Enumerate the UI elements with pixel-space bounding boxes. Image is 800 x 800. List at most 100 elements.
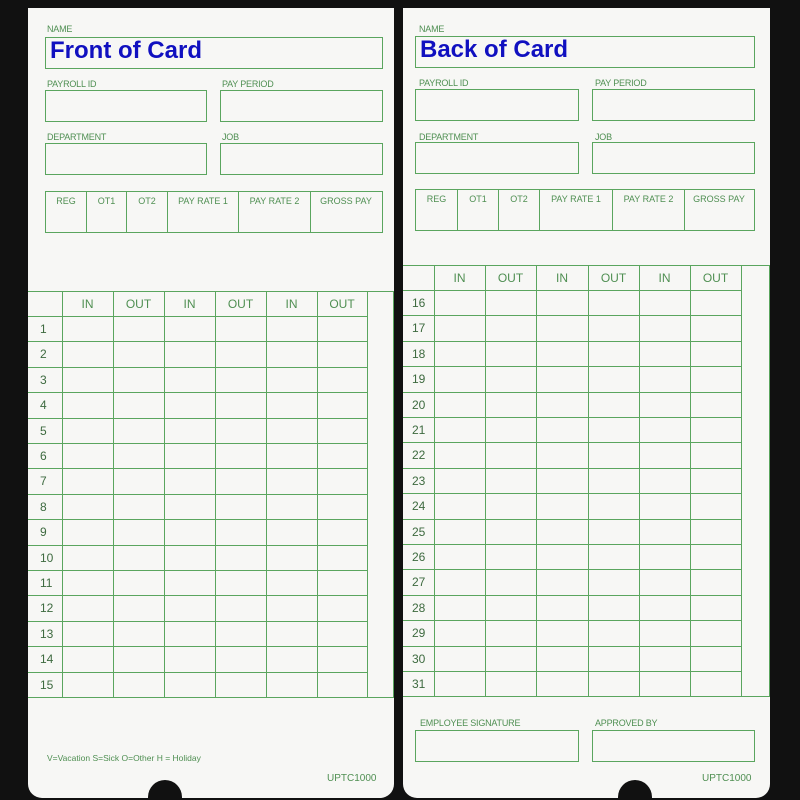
- time-cell[interactable]: [691, 520, 740, 543]
- time-cell[interactable]: [318, 317, 366, 340]
- job-field[interactable]: [592, 142, 755, 174]
- time-cell[interactable]: [63, 368, 112, 391]
- time-cell[interactable]: [589, 291, 638, 314]
- time-cell[interactable]: [435, 291, 484, 314]
- time-cell[interactable]: [486, 443, 535, 466]
- time-cell[interactable]: [165, 495, 214, 518]
- time-cell[interactable]: [165, 469, 214, 492]
- time-cell[interactable]: [165, 419, 214, 442]
- time-cell[interactable]: [435, 418, 484, 441]
- employee-signature-field[interactable]: [415, 730, 579, 762]
- time-cell[interactable]: [435, 647, 484, 670]
- time-cell[interactable]: [165, 622, 214, 645]
- rate-column-0[interactable]: REG: [416, 190, 458, 230]
- department-field[interactable]: [415, 142, 579, 174]
- time-cell[interactable]: [589, 418, 638, 441]
- time-cell[interactable]: [486, 570, 535, 593]
- time-cell[interactable]: [114, 342, 163, 365]
- time-cell[interactable]: [486, 393, 535, 416]
- time-cell[interactable]: [63, 571, 112, 594]
- time-cell[interactable]: [114, 622, 163, 645]
- time-cell[interactable]: [318, 419, 366, 442]
- time-cell[interactable]: [63, 393, 112, 416]
- time-cell[interactable]: [691, 494, 740, 517]
- time-cell[interactable]: [318, 393, 366, 416]
- time-cell[interactable]: [267, 546, 316, 569]
- time-cell[interactable]: [216, 419, 265, 442]
- time-cell[interactable]: [114, 673, 163, 696]
- time-cell[interactable]: [486, 418, 535, 441]
- time-cell[interactable]: [486, 520, 535, 543]
- time-cell[interactable]: [537, 418, 587, 441]
- time-cell[interactable]: [216, 368, 265, 391]
- time-cell[interactable]: [114, 520, 163, 543]
- time-cell[interactable]: [486, 469, 535, 492]
- rate-column-0[interactable]: REG: [46, 192, 87, 232]
- rate-column-5[interactable]: GROSS PAY: [320, 196, 372, 206]
- time-cell[interactable]: [165, 520, 214, 543]
- time-cell[interactable]: [691, 469, 740, 492]
- job-field[interactable]: [220, 143, 383, 175]
- time-cell[interactable]: [63, 469, 112, 492]
- time-cell[interactable]: [318, 469, 366, 492]
- time-cell[interactable]: [589, 494, 638, 517]
- time-cell[interactable]: [537, 494, 587, 517]
- time-cell[interactable]: [640, 596, 689, 619]
- time-cell[interactable]: [114, 495, 163, 518]
- time-cell[interactable]: [63, 622, 112, 645]
- time-cell[interactable]: [537, 291, 587, 314]
- time-cell[interactable]: [165, 342, 214, 365]
- time-cell[interactable]: [435, 443, 484, 466]
- time-cell[interactable]: [267, 495, 316, 518]
- time-cell[interactable]: [114, 647, 163, 670]
- time-cell[interactable]: [537, 570, 587, 593]
- time-cell[interactable]: [435, 596, 484, 619]
- time-cell[interactable]: [640, 469, 689, 492]
- time-cell[interactable]: [589, 647, 638, 670]
- payroll-id-field[interactable]: [45, 90, 207, 122]
- time-cell[interactable]: [691, 291, 740, 314]
- time-cell[interactable]: [589, 469, 638, 492]
- rate-column-1[interactable]: OT1: [87, 192, 127, 232]
- time-cell[interactable]: [486, 342, 535, 365]
- time-cell[interactable]: [216, 622, 265, 645]
- time-cell[interactable]: [435, 570, 484, 593]
- rate-column-4[interactable]: PAY RATE 2: [613, 190, 685, 230]
- time-cell[interactable]: [537, 443, 587, 466]
- time-cell[interactable]: [216, 393, 265, 416]
- time-cell[interactable]: [691, 367, 740, 390]
- rate-column-3[interactable]: PAY RATE 1: [168, 192, 239, 232]
- time-cell[interactable]: [165, 317, 214, 340]
- time-cell[interactable]: [691, 342, 740, 365]
- time-cell[interactable]: [165, 647, 214, 670]
- time-cell[interactable]: [63, 317, 112, 340]
- time-cell[interactable]: [318, 622, 366, 645]
- time-cell[interactable]: [486, 621, 535, 644]
- time-cell[interactable]: [691, 443, 740, 466]
- time-cell[interactable]: [216, 520, 265, 543]
- time-cell[interactable]: [640, 672, 689, 695]
- time-cell[interactable]: [537, 469, 587, 492]
- time-cell[interactable]: [318, 596, 366, 619]
- time-cell[interactable]: [165, 596, 214, 619]
- time-cell[interactable]: [318, 647, 366, 670]
- time-cell[interactable]: [114, 368, 163, 391]
- time-cell[interactable]: [267, 596, 316, 619]
- time-cell[interactable]: [537, 596, 587, 619]
- time-cell[interactable]: [486, 672, 535, 695]
- time-cell[interactable]: [537, 342, 587, 365]
- time-cell[interactable]: [267, 444, 316, 467]
- time-cell[interactable]: [165, 546, 214, 569]
- time-cell[interactable]: [537, 393, 587, 416]
- time-cell[interactable]: [691, 545, 740, 568]
- time-cell[interactable]: [589, 545, 638, 568]
- time-cell[interactable]: [435, 342, 484, 365]
- time-cell[interactable]: [165, 368, 214, 391]
- payroll-id-field[interactable]: [415, 89, 579, 121]
- time-cell[interactable]: [216, 571, 265, 594]
- time-cell[interactable]: [589, 443, 638, 466]
- time-cell[interactable]: [691, 316, 740, 339]
- time-cell[interactable]: [486, 291, 535, 314]
- time-cell[interactable]: [267, 469, 316, 492]
- time-cell[interactable]: [216, 596, 265, 619]
